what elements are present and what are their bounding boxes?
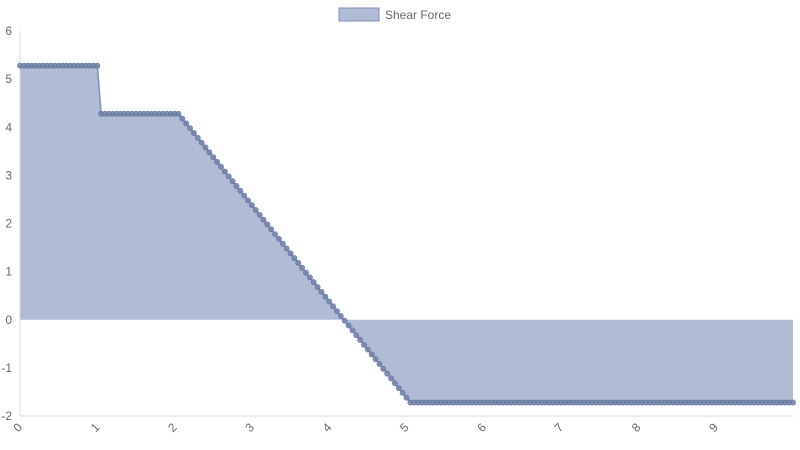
data-point[interactable]: [353, 332, 360, 339]
legend[interactable]: Shear Force: [338, 7, 451, 22]
data-point[interactable]: [310, 279, 317, 286]
y-tick-label: 3: [5, 168, 12, 182]
data-point[interactable]: [384, 370, 391, 377]
y-tick-label: -1: [1, 361, 12, 375]
data-point[interactable]: [248, 202, 255, 209]
data-point[interactable]: [256, 211, 263, 218]
data-point[interactable]: [326, 298, 333, 305]
data-point[interactable]: [395, 385, 402, 391]
x-tick-label: 4: [320, 420, 335, 435]
axes: [19, 31, 793, 417]
y-tick-label: 0: [5, 313, 12, 327]
data-point[interactable]: [214, 158, 221, 165]
data-point[interactable]: [279, 240, 286, 247]
data-point[interactable]: [372, 356, 379, 363]
data-points: [17, 62, 796, 406]
data-point[interactable]: [349, 327, 356, 334]
data-point[interactable]: [306, 274, 313, 281]
x-tick-label: 6: [474, 420, 489, 435]
x-tick-labels: 0 1 2 3 4 5 6 7 8 9: [10, 420, 721, 435]
data-point[interactable]: [399, 389, 406, 396]
data-point[interactable]: [283, 245, 290, 252]
data-point[interactable]: [198, 139, 205, 146]
data-point[interactable]: [276, 235, 282, 242]
data-point[interactable]: [179, 115, 186, 122]
data-point[interactable]: [194, 134, 201, 141]
data-point[interactable]: [218, 163, 224, 170]
data-point[interactable]: [187, 125, 193, 132]
y-tick-label: 2: [5, 217, 12, 231]
data-point[interactable]: [361, 341, 367, 348]
data-point[interactable]: [241, 192, 248, 199]
data-point[interactable]: [210, 154, 217, 160]
data-point[interactable]: [295, 260, 302, 266]
data-point[interactable]: [94, 62, 101, 69]
data-point[interactable]: [368, 351, 375, 358]
data-point[interactable]: [345, 322, 352, 329]
data-point[interactable]: [252, 207, 259, 213]
data-point[interactable]: [272, 231, 278, 237]
data-point[interactable]: [334, 308, 340, 314]
data-point[interactable]: [287, 250, 294, 257]
data-point[interactable]: [260, 216, 267, 223]
x-tick-label: 8: [629, 420, 644, 435]
data-point[interactable]: [175, 110, 182, 117]
data-point[interactable]: [322, 293, 329, 300]
data-point[interactable]: [364, 346, 371, 353]
x-tick-label: 7: [552, 420, 567, 435]
data-point[interactable]: [229, 178, 236, 185]
x-tick-label: 3: [242, 420, 257, 435]
data-point[interactable]: [237, 187, 244, 194]
shear-force-area: [20, 65, 793, 403]
data-point[interactable]: [337, 312, 344, 319]
data-point[interactable]: [303, 269, 309, 276]
data-point[interactable]: [314, 284, 321, 290]
data-point[interactable]: [225, 173, 232, 180]
data-point[interactable]: [299, 264, 306, 271]
legend-swatch-shear-force[interactable]: [338, 7, 380, 22]
x-tick-label: 5: [397, 420, 412, 435]
x-tick-label: 0: [10, 420, 25, 435]
data-point[interactable]: [183, 120, 190, 127]
y-tick-label: 6: [5, 24, 12, 38]
data-point[interactable]: [790, 399, 796, 406]
y-tick-label: 1: [5, 265, 12, 279]
x-tick-label: 1: [88, 420, 103, 435]
data-point[interactable]: [245, 197, 251, 204]
y-tick-label: 5: [5, 72, 12, 86]
y-tick-labels: 6 5 4 3 2 1 0 -1 -2: [1, 24, 12, 423]
data-point[interactable]: [191, 130, 197, 136]
data-point[interactable]: [202, 144, 209, 151]
data-point[interactable]: [318, 288, 325, 295]
data-point[interactable]: [391, 380, 398, 387]
data-point[interactable]: [388, 375, 394, 382]
data-point[interactable]: [264, 221, 271, 228]
data-point[interactable]: [376, 361, 383, 367]
data-point[interactable]: [357, 337, 364, 343]
legend-label-shear-force[interactable]: Shear Force: [385, 8, 451, 22]
data-point[interactable]: [221, 168, 228, 175]
data-point[interactable]: [330, 303, 336, 310]
data-point[interactable]: [341, 317, 348, 324]
x-tick-label: 9: [706, 420, 721, 435]
y-tick-label: -2: [1, 409, 12, 423]
data-point[interactable]: [380, 365, 387, 372]
data-point[interactable]: [291, 255, 298, 262]
x-tick-label: 2: [165, 420, 180, 435]
data-point[interactable]: [233, 183, 240, 189]
data-point[interactable]: [268, 226, 275, 233]
y-tick-label: 4: [5, 120, 12, 134]
data-point[interactable]: [206, 149, 213, 156]
data-point[interactable]: [403, 394, 410, 401]
